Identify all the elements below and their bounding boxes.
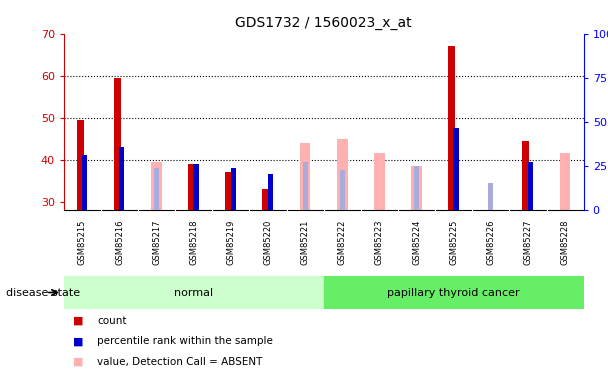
Bar xyxy=(64,276,323,309)
Text: GSM85226: GSM85226 xyxy=(486,220,496,266)
Text: GSM85219: GSM85219 xyxy=(226,220,235,265)
Bar xyxy=(268,174,273,210)
Bar xyxy=(454,128,458,210)
Text: percentile rank within the sample: percentile rank within the sample xyxy=(97,336,273,346)
Bar xyxy=(154,168,159,210)
Bar xyxy=(488,183,494,210)
Bar xyxy=(448,46,455,210)
Bar xyxy=(77,120,83,210)
Bar xyxy=(82,156,87,210)
Bar xyxy=(340,170,345,210)
Text: disease state: disease state xyxy=(6,288,80,297)
Bar xyxy=(523,170,533,210)
Text: GSM85224: GSM85224 xyxy=(412,220,421,265)
Bar xyxy=(375,153,385,210)
Bar xyxy=(525,172,531,210)
Text: GSM85228: GSM85228 xyxy=(561,220,570,266)
Bar xyxy=(114,78,120,210)
Bar xyxy=(230,168,236,210)
Bar xyxy=(300,143,311,210)
Text: GSM85225: GSM85225 xyxy=(449,220,458,265)
Text: ■: ■ xyxy=(73,336,83,346)
Text: papillary thyroid cancer: papillary thyroid cancer xyxy=(387,288,520,297)
Bar xyxy=(323,276,584,309)
Text: ■: ■ xyxy=(73,357,83,367)
Bar xyxy=(263,189,269,210)
Text: GSM85221: GSM85221 xyxy=(301,220,309,265)
Text: GSM85223: GSM85223 xyxy=(375,220,384,266)
Text: ■: ■ xyxy=(73,316,83,326)
Bar xyxy=(151,162,162,210)
Bar xyxy=(522,141,529,210)
Bar xyxy=(528,162,533,210)
Text: count: count xyxy=(97,316,127,326)
Text: GSM85218: GSM85218 xyxy=(189,220,198,266)
Bar xyxy=(188,164,195,210)
Bar xyxy=(303,162,308,210)
Text: GSM85220: GSM85220 xyxy=(263,220,272,265)
Bar xyxy=(119,147,125,210)
Bar xyxy=(193,164,199,210)
Title: GDS1732 / 1560023_x_at: GDS1732 / 1560023_x_at xyxy=(235,16,412,30)
Text: GSM85217: GSM85217 xyxy=(152,220,161,266)
Bar xyxy=(412,166,422,210)
Text: GSM85222: GSM85222 xyxy=(338,220,347,265)
Bar xyxy=(226,172,232,210)
Bar xyxy=(414,166,419,210)
Text: value, Detection Call = ABSENT: value, Detection Call = ABSENT xyxy=(97,357,263,367)
Bar xyxy=(337,139,348,210)
Text: GSM85227: GSM85227 xyxy=(523,220,533,266)
Text: GSM85215: GSM85215 xyxy=(78,220,87,265)
Text: GSM85216: GSM85216 xyxy=(115,220,124,266)
Bar xyxy=(560,153,570,210)
Text: normal: normal xyxy=(174,288,213,297)
